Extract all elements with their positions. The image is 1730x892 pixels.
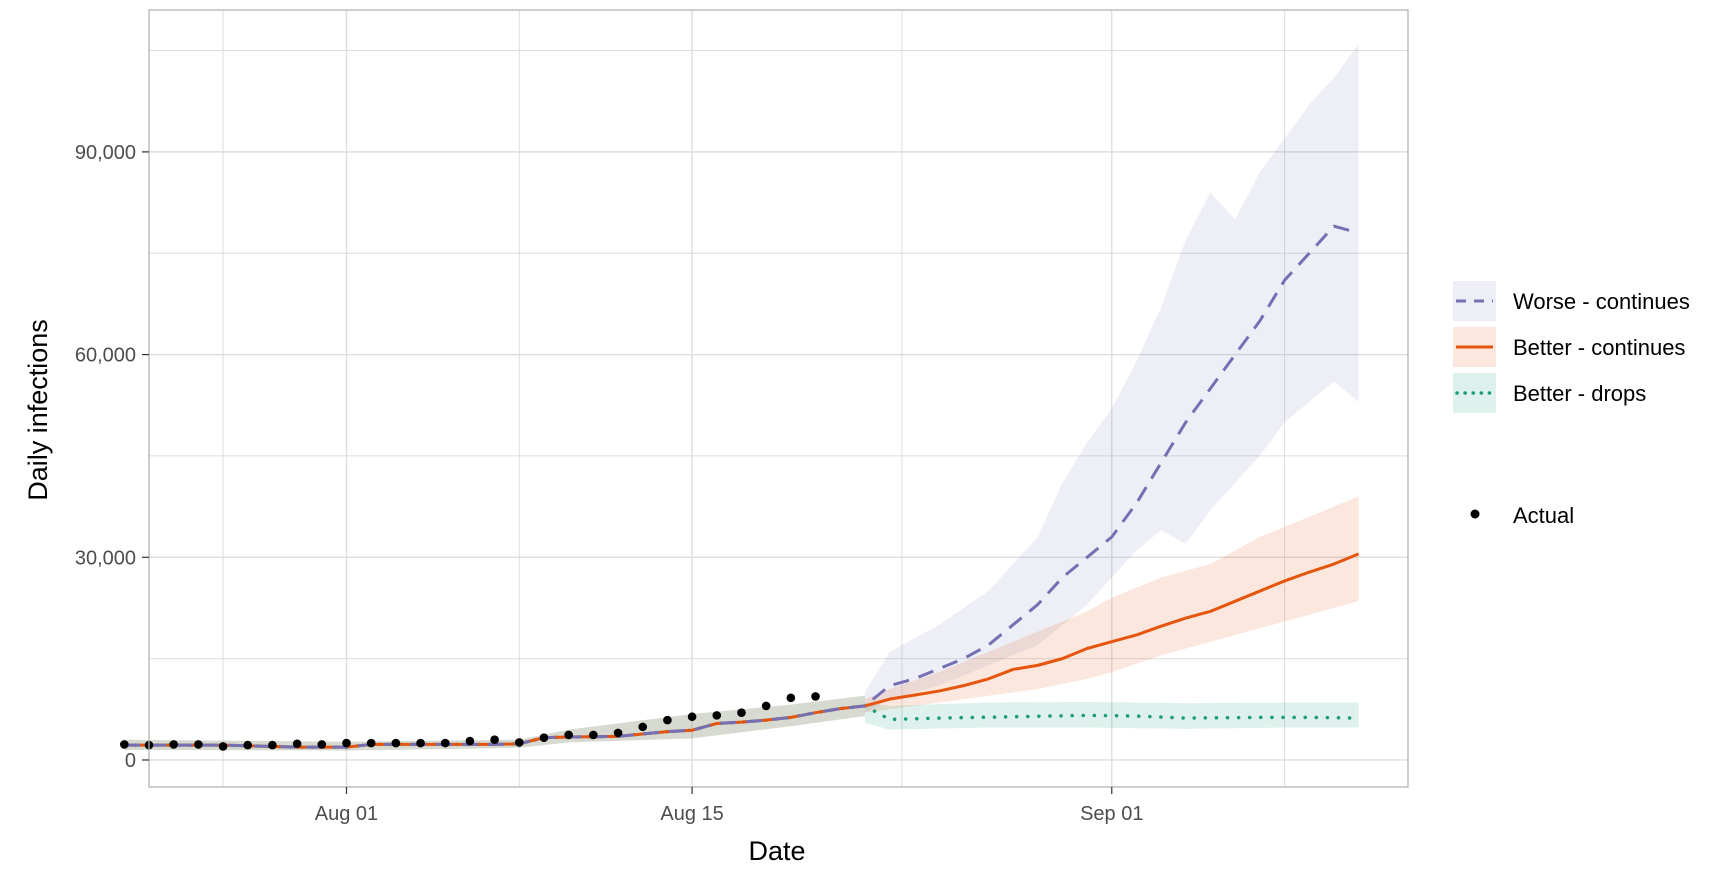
- actual-point: [416, 738, 425, 748]
- legend-item-actual: Actual: [1470, 503, 1574, 528]
- confidence-bands: [124, 43, 1359, 751]
- actual-point: [490, 735, 499, 745]
- actual-point: [268, 740, 277, 750]
- actual-point: [638, 722, 648, 732]
- x-axis-title: Date: [748, 836, 805, 866]
- legend-label-drops: Better - drops: [1513, 381, 1646, 406]
- legend-item-worse: Worse - continues: [1453, 281, 1690, 321]
- actual-point: [539, 733, 549, 742]
- series-lines: [122, 224, 1361, 749]
- worse-confidence-band: [864, 43, 1359, 713]
- panel-border: [148, 9, 1409, 788]
- actual-point: [811, 692, 820, 701]
- y-tick-label: 90,000: [75, 142, 136, 164]
- legend-item-drops: Better - drops: [1453, 373, 1646, 413]
- y-tick-label: 30,000: [75, 547, 136, 569]
- legend-label-better: Better - continues: [1513, 335, 1685, 360]
- actual-point: [120, 740, 129, 749]
- y-axis-title: Daily infections: [23, 319, 53, 501]
- actual-point: [589, 730, 598, 740]
- actual-point: [391, 738, 401, 748]
- actual-point: [687, 712, 697, 722]
- actual-points: [120, 692, 820, 751]
- x-tick-label: Sep 01: [1080, 803, 1143, 825]
- actual-point: [366, 738, 376, 748]
- actual-point: [194, 740, 203, 749]
- better-confidence-band: [864, 496, 1359, 713]
- actual-point: [243, 740, 253, 750]
- worse-continues-line: [124, 224, 1360, 749]
- actual-point: [317, 740, 327, 749]
- actual-point: [440, 738, 450, 748]
- actual-point: [514, 738, 524, 747]
- grid: [149, 10, 1408, 787]
- y-tick-label: 0: [125, 750, 136, 772]
- legend: Worse - continues Better - continues Bet…: [1453, 281, 1690, 528]
- actual-point: [712, 711, 722, 720]
- legend-label-worse: Worse - continues: [1513, 289, 1690, 314]
- actual-point: [737, 708, 746, 717]
- actual-point: [342, 738, 351, 748]
- actual-point: [663, 715, 672, 725]
- legend-item-better: Better - continues: [1453, 327, 1685, 367]
- actual-point: [169, 740, 178, 749]
- drops-confidence-band: [864, 701, 1359, 730]
- actual-point: [786, 693, 796, 703]
- actual-point: [613, 728, 623, 738]
- y-tick-label: 60,000: [75, 345, 136, 367]
- actual-point: [218, 742, 228, 751]
- actual-point: [465, 736, 475, 746]
- actual-point: [564, 730, 573, 740]
- axis-ticks: 0 30,000 60,000 90,000 Aug 01 Aug 15 Sep 01: [75, 142, 1144, 825]
- early-confidence-band: [124, 695, 865, 751]
- legend-key-actual-point: [1470, 509, 1480, 519]
- x-tick-label: Aug 15: [660, 803, 723, 825]
- actual-point: [292, 739, 302, 749]
- legend-label-actual: Actual: [1513, 503, 1574, 528]
- actual-point: [761, 701, 771, 711]
- x-tick-label: Aug 01: [315, 803, 378, 825]
